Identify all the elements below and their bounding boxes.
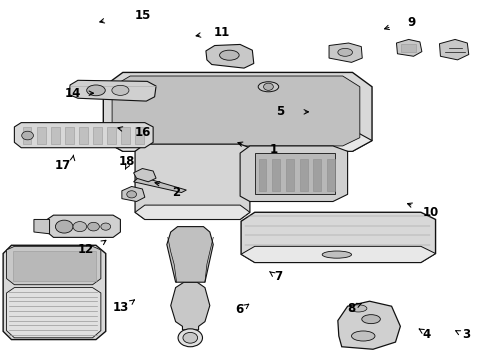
Bar xyxy=(255,153,335,194)
Bar xyxy=(121,127,130,144)
Text: 17: 17 xyxy=(55,159,72,172)
Polygon shape xyxy=(241,246,436,262)
Polygon shape xyxy=(171,282,210,330)
Text: 15: 15 xyxy=(134,9,150,22)
Ellipse shape xyxy=(351,331,375,341)
Bar xyxy=(37,127,46,144)
Polygon shape xyxy=(206,44,254,68)
Bar xyxy=(401,44,416,51)
Ellipse shape xyxy=(350,305,367,312)
Polygon shape xyxy=(241,212,436,262)
Bar xyxy=(23,127,31,144)
Circle shape xyxy=(22,131,33,140)
Text: 4: 4 xyxy=(423,328,431,341)
Polygon shape xyxy=(3,245,106,339)
Circle shape xyxy=(101,223,111,230)
Text: 13: 13 xyxy=(112,301,128,314)
Polygon shape xyxy=(47,215,121,237)
Polygon shape xyxy=(103,72,372,151)
Bar xyxy=(259,159,267,192)
Polygon shape xyxy=(396,40,422,56)
Circle shape xyxy=(55,220,73,233)
Polygon shape xyxy=(6,246,101,285)
Bar xyxy=(327,159,335,192)
Bar xyxy=(93,127,102,144)
Bar xyxy=(272,159,280,192)
Ellipse shape xyxy=(322,251,351,258)
Circle shape xyxy=(183,332,197,343)
Ellipse shape xyxy=(258,82,279,92)
Polygon shape xyxy=(329,43,362,62)
Text: 14: 14 xyxy=(65,87,81,100)
Polygon shape xyxy=(134,176,186,193)
Bar xyxy=(314,159,321,192)
Polygon shape xyxy=(240,146,347,202)
Polygon shape xyxy=(34,220,49,234)
Circle shape xyxy=(73,222,87,231)
Polygon shape xyxy=(14,123,153,148)
Text: 6: 6 xyxy=(235,303,243,316)
Ellipse shape xyxy=(220,50,239,60)
Circle shape xyxy=(178,329,202,347)
Text: 9: 9 xyxy=(407,16,415,29)
Text: 5: 5 xyxy=(276,105,284,118)
Text: 2: 2 xyxy=(172,186,181,199)
Text: 8: 8 xyxy=(347,302,356,315)
Text: 3: 3 xyxy=(462,328,470,341)
Bar xyxy=(286,159,294,192)
Polygon shape xyxy=(103,130,372,151)
Polygon shape xyxy=(122,186,145,202)
Circle shape xyxy=(264,83,273,90)
Circle shape xyxy=(127,191,137,198)
Text: 10: 10 xyxy=(422,206,439,219)
Text: 1: 1 xyxy=(270,143,277,156)
Polygon shape xyxy=(338,301,400,349)
Bar xyxy=(135,127,144,144)
Bar xyxy=(51,127,60,144)
Polygon shape xyxy=(69,80,156,101)
Polygon shape xyxy=(134,168,156,182)
Ellipse shape xyxy=(112,85,129,95)
Polygon shape xyxy=(135,144,250,220)
Ellipse shape xyxy=(338,48,352,56)
Bar xyxy=(65,127,74,144)
Text: 7: 7 xyxy=(274,270,282,283)
Text: 11: 11 xyxy=(214,26,230,39)
Polygon shape xyxy=(135,205,250,220)
Polygon shape xyxy=(167,226,213,282)
Polygon shape xyxy=(112,76,360,146)
Polygon shape xyxy=(6,288,101,338)
Ellipse shape xyxy=(87,85,105,96)
Text: 18: 18 xyxy=(119,155,135,168)
Bar xyxy=(300,159,308,192)
Bar xyxy=(13,251,96,281)
Circle shape xyxy=(88,222,99,231)
Text: 16: 16 xyxy=(134,126,150,139)
Bar xyxy=(107,127,116,144)
Polygon shape xyxy=(440,40,469,60)
Bar xyxy=(79,127,88,144)
Ellipse shape xyxy=(362,315,380,324)
Text: 12: 12 xyxy=(78,243,95,256)
